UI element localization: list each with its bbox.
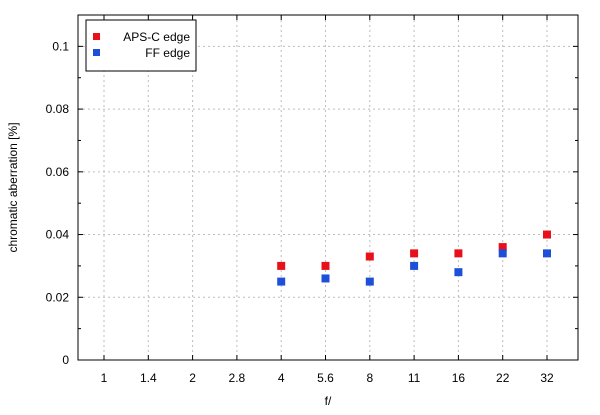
data-point-ff-edge — [498, 249, 507, 258]
axis-ticks — [78, 15, 578, 361]
data-point-aps-c-edge — [454, 249, 463, 258]
data-points — [277, 230, 551, 286]
x-axis-label: f/ — [325, 394, 332, 408]
data-point-ff-edge — [365, 277, 374, 286]
y-tick-label: 0 — [62, 353, 69, 367]
y-tick-label: 0.04 — [46, 228, 70, 242]
y-tick-label: 0.02 — [46, 290, 70, 304]
grid-lines — [78, 15, 578, 360]
data-point-ff-edge — [454, 268, 463, 277]
data-point-aps-c-edge — [365, 252, 374, 261]
data-point-ff-edge — [321, 274, 330, 283]
x-tick-label: 5.6 — [317, 371, 334, 385]
x-tick-label: 22 — [496, 371, 510, 385]
legend-label-aps-c-edge: APS-C edge — [123, 30, 190, 44]
data-point-aps-c-edge — [277, 261, 286, 270]
data-point-aps-c-edge — [498, 243, 507, 252]
data-point-aps-c-edge — [543, 230, 551, 239]
x-tick-label: 11 — [408, 371, 421, 385]
data-point-ff-edge — [410, 261, 419, 270]
data-point-aps-c-edge — [410, 249, 419, 258]
y-tick-label: 0.06 — [46, 165, 70, 179]
legend: APS-C edge FF edge — [85, 19, 197, 72]
x-tick-label: 1 — [101, 371, 108, 385]
legend-box — [85, 19, 197, 72]
y-tick-labels: 0 0.02 0.04 0.06 0.08 0.1 — [46, 39, 70, 367]
x-tick-label: 2 — [189, 371, 196, 385]
x-tick-labels: 1 1.4 2 2.8 4 5.6 8 11 16 22 32 — [101, 371, 554, 385]
plot-frame — [77, 14, 579, 361]
y-tick-label: 0.1 — [52, 39, 69, 53]
x-tick-label: 1.4 — [140, 371, 157, 385]
y-tick-label: 0.08 — [46, 102, 70, 116]
x-tick-label: 4 — [278, 371, 285, 385]
x-tick-label: 16 — [452, 371, 466, 385]
data-point-ff-edge — [543, 249, 551, 258]
legend-marker-aps-c-edge — [93, 33, 100, 40]
y-axis-label: chromatic aberration [%] — [6, 122, 20, 252]
x-tick-label: 2.8 — [229, 371, 246, 385]
data-point-aps-c-edge — [321, 261, 330, 270]
legend-label-ff-edge: FF edge — [145, 46, 190, 60]
x-tick-label: 32 — [540, 371, 554, 385]
data-point-ff-edge — [277, 277, 286, 286]
x-tick-label: 8 — [366, 371, 373, 385]
legend-marker-ff-edge — [93, 49, 100, 56]
